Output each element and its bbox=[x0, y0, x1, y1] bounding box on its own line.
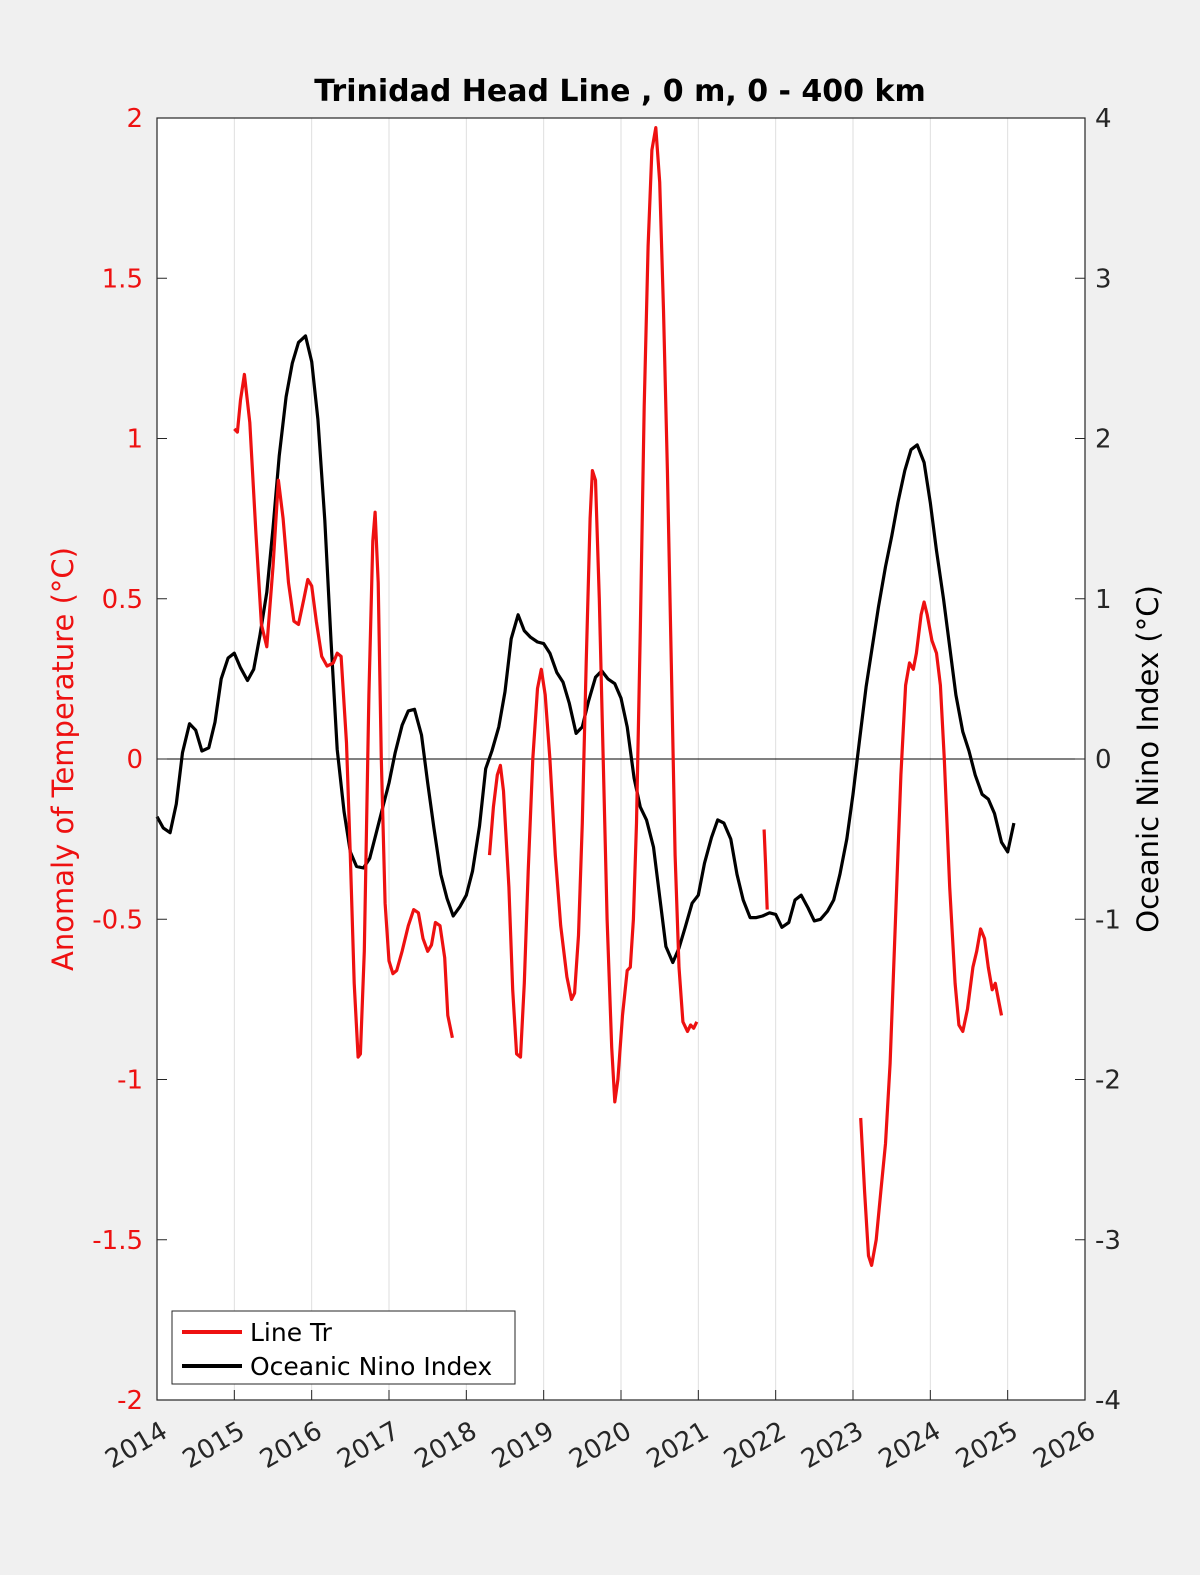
legend-label-oni: Oceanic Nino Index bbox=[250, 1352, 492, 1381]
y-left-tick-label: -0.5 bbox=[92, 905, 143, 935]
y-right-tick-label: 4 bbox=[1095, 104, 1112, 134]
y-right-tick-label: 3 bbox=[1095, 264, 1112, 294]
series-line-line-tr-segment-1 bbox=[487, 125, 699, 1104]
series-line-line-tr-segment-3 bbox=[859, 600, 1004, 1268]
x-tick-label: 2020 bbox=[564, 1416, 636, 1475]
y-right-tick-label: 1 bbox=[1095, 585, 1112, 615]
x-tick-label: 2026 bbox=[1028, 1416, 1100, 1475]
y-left-tick-label: 0.5 bbox=[102, 585, 143, 615]
x-tick-label: 2023 bbox=[796, 1416, 868, 1475]
y-left-tick-label: 0 bbox=[126, 745, 143, 775]
y-right-tick-label: -3 bbox=[1095, 1226, 1121, 1256]
y-right-tick-label: -2 bbox=[1095, 1066, 1121, 1096]
x-tick-label: 2018 bbox=[410, 1416, 482, 1475]
series-layer bbox=[155, 125, 1016, 1268]
x-tick-label: 2022 bbox=[719, 1416, 791, 1475]
y-right-tick-label: -4 bbox=[1095, 1386, 1121, 1416]
x-tick-label: 2016 bbox=[255, 1416, 327, 1475]
x-axis: 2014 2015 2016 2017 2018 2019 2020 2021 2022 2023… bbox=[100, 1390, 1101, 1475]
y-axis-left-label: Anomaly of Temperature (°C) bbox=[46, 547, 80, 971]
series-line-line-tr-segment-0 bbox=[233, 372, 454, 1059]
x-tick-label: 2025 bbox=[951, 1416, 1023, 1475]
y-axis-right-label: Oceanic Nino Index (°C) bbox=[1131, 585, 1165, 933]
x-tick-label: 2014 bbox=[100, 1416, 172, 1475]
y-left-tick-label: -2 bbox=[117, 1386, 143, 1416]
y-left-tick-label: 1.5 bbox=[102, 264, 143, 294]
legend-label-line-tr: Line Tr bbox=[250, 1318, 333, 1347]
legend-box bbox=[171, 1310, 516, 1385]
y-right-tick-label: 2 bbox=[1095, 425, 1112, 455]
y-axis-right: 4 3 2 1 0 -1 -2 -3 -4 bbox=[1075, 104, 1121, 1416]
x-tick-label: 2021 bbox=[642, 1416, 714, 1475]
y-left-tick-label: -1 bbox=[117, 1066, 143, 1096]
y-axis-left: 2 1.5 1 0.5 0 -0.5 -1 -1.5 -2 bbox=[92, 104, 167, 1416]
chart-title: Trinidad Head Line , 0 m, 0 - 400 km bbox=[314, 74, 925, 109]
x-tick-label: 2017 bbox=[332, 1416, 404, 1475]
legend: Line Tr Oceanic Nino Index bbox=[171, 1310, 516, 1385]
x-tick-label: 2024 bbox=[874, 1416, 946, 1475]
x-tick-label: 2019 bbox=[487, 1416, 559, 1475]
y-right-tick-label: 0 bbox=[1095, 745, 1112, 775]
y-left-tick-label: 1 bbox=[126, 425, 143, 455]
series-line-line-tr-segment-2 bbox=[762, 829, 769, 910]
y-left-tick-label: -1.5 bbox=[92, 1226, 143, 1256]
x-tick-label: 2015 bbox=[178, 1416, 250, 1475]
y-right-tick-label: -1 bbox=[1095, 905, 1121, 935]
y-left-tick-label: 2 bbox=[126, 104, 143, 134]
